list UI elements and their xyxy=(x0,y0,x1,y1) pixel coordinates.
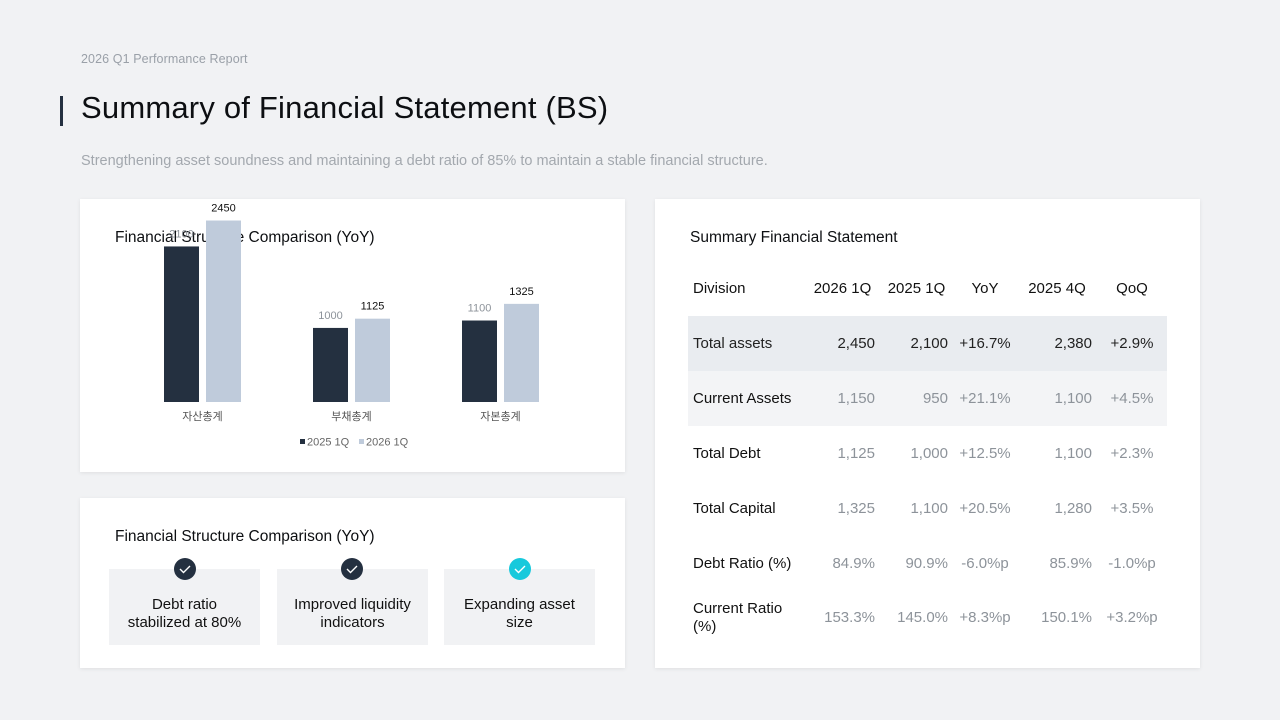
page-title: Summary of Financial Statement (BS) xyxy=(81,90,609,125)
row-label: Total Capital xyxy=(693,500,776,517)
cell-2026-1q: 2,450 xyxy=(805,316,880,371)
highlight-item-label: Expanding asset size xyxy=(464,596,575,631)
column-header: 2025 4Q xyxy=(1028,280,1086,297)
highlight-item: Improved liquidity indicators xyxy=(277,569,428,645)
title-accent-bar xyxy=(60,96,63,126)
table-row: Total Debt 1,125 1,000 +12.5% 1,100 +2.3… xyxy=(688,426,1167,481)
column-header: QoQ xyxy=(1116,280,1148,297)
chart-card-title: Financial Structure Comparison (YoY) xyxy=(115,229,375,246)
table-card-title: Summary Financial Statement xyxy=(690,229,898,246)
cell-yoy: +16.7% xyxy=(953,316,1017,371)
bar-value-label: 1100 xyxy=(468,303,492,315)
highlight-item: Debt ratio stabilized at 80% xyxy=(109,569,260,645)
cell-qoq: +2.9% xyxy=(1097,316,1167,371)
check-icon xyxy=(341,558,363,580)
legend-label: 2025 1Q xyxy=(307,437,350,449)
cell-2025-4q: 1,280 xyxy=(1054,500,1092,517)
table-row: Total assets 2,450 2,100 +16.7% 2,380 +2… xyxy=(688,316,1167,371)
bar-value-label: 2100 xyxy=(169,228,193,240)
row-label: Total Debt xyxy=(693,445,761,462)
column-header: 2026 1Q xyxy=(813,280,872,297)
bar xyxy=(164,246,199,402)
bar xyxy=(504,303,539,402)
cell-2025-1q: 90.9% xyxy=(905,555,948,572)
legend-swatch xyxy=(359,439,364,444)
cell-2025-4q: 1,100 xyxy=(1054,445,1092,462)
cell-yoy: -6.0%p xyxy=(961,555,1009,572)
bar xyxy=(355,318,390,402)
highlights-card: Financial Structure Comparison (YoY) Deb… xyxy=(80,498,625,668)
category-label: 자산총계 xyxy=(182,410,222,423)
bar-value-label: 1325 xyxy=(509,286,533,298)
check-icon xyxy=(174,558,196,580)
cell-2025-4q: 85.9% xyxy=(1049,555,1092,572)
cell-2025-1q: 1,100 xyxy=(910,500,948,517)
row-label: Total assets xyxy=(688,316,805,371)
cell-yoy: +8.3%p xyxy=(959,609,1011,626)
category-label: 부채총계 xyxy=(331,410,371,423)
bar xyxy=(313,327,348,402)
table-card: Summary Financial Statement Division 202… xyxy=(655,199,1200,668)
chart-card: Financial Structure Comparison (YoY) 210… xyxy=(80,199,625,472)
cell-2025-4q: 2,380 xyxy=(1017,316,1097,371)
highlight-item: Expanding asset size xyxy=(444,569,595,645)
cell-2025-1q: 950 xyxy=(880,371,953,426)
row-label: Debt Ratio (%) xyxy=(693,555,792,572)
cell-2025-4q: 1,100 xyxy=(1017,371,1097,426)
category-label: 자본총계 xyxy=(480,410,520,423)
bar-value-label: 1000 xyxy=(318,310,342,322)
column-header: Division xyxy=(693,280,746,297)
cell-2025-1q: 145.0% xyxy=(897,609,948,626)
cell-2026-1q: 1,125 xyxy=(837,445,875,462)
table-row: Debt Ratio (%) 84.9% 90.9% -6.0%p 85.9% … xyxy=(688,536,1167,591)
legend-swatch xyxy=(300,439,305,444)
highlights-card-title: Financial Structure Comparison (YoY) xyxy=(115,528,375,545)
row-label: Current Assets xyxy=(688,371,805,426)
bar-value-label: 1125 xyxy=(361,301,385,313)
table-row: Total Capital 1,325 1,100 +20.5% 1,280 +… xyxy=(688,481,1167,536)
table-row: Current Assets 1,150 950 +21.1% 1,100 +4… xyxy=(688,371,1167,426)
column-header: 2025 1Q xyxy=(887,280,946,297)
legend-label: 2026 1Q xyxy=(366,437,409,449)
cell-qoq: -1.0%p xyxy=(1108,555,1156,572)
cell-qoq: +4.5% xyxy=(1097,371,1167,426)
column-header: YoY xyxy=(971,280,999,297)
cell-yoy: +20.5% xyxy=(959,500,1011,517)
cell-2025-4q: 150.1% xyxy=(1041,609,1092,626)
cell-qoq: +3.2%p xyxy=(1106,609,1158,626)
bar xyxy=(462,320,497,402)
table-header-row: Division 2026 1Q 2025 1Q YoY 2025 4Q QoQ xyxy=(688,261,1167,316)
bar xyxy=(206,220,241,402)
cell-2025-1q: 2,100 xyxy=(880,316,953,371)
cell-2026-1q: 1,325 xyxy=(837,500,875,517)
cell-2026-1q: 84.9% xyxy=(832,555,875,572)
highlight-item-label: Improved liquidity indicators xyxy=(294,596,411,631)
cell-2025-1q: 1,000 xyxy=(910,445,948,462)
bar-chart: 2100 2450 자산총계 1000 1125 부채총계 1100 1325 자본총계 2025… xyxy=(164,203,539,449)
page-subtitle: Strengthening asset soundness and mainta… xyxy=(81,153,768,169)
cell-qoq: +2.3% xyxy=(1110,445,1154,462)
row-label: Current Ratio (%) xyxy=(693,600,783,635)
cell-qoq: +3.5% xyxy=(1110,500,1154,517)
table-row: Current Ratio (%) 153.3% 145.0% +8.3%p 1… xyxy=(688,591,1167,645)
cell-2026-1q: 1,150 xyxy=(805,371,880,426)
highlight-item-label: Debt ratio stabilized at 80% xyxy=(127,596,242,631)
cell-2026-1q: 153.3% xyxy=(824,609,875,626)
cell-yoy: +12.5% xyxy=(959,445,1011,462)
report-eyebrow: 2026 Q1 Performance Report xyxy=(81,52,248,66)
cell-yoy: +21.1% xyxy=(953,371,1017,426)
check-icon xyxy=(509,558,531,580)
bar-value-label: 2450 xyxy=(211,203,235,215)
financial-table: Division 2026 1Q 2025 1Q YoY 2025 4Q QoQ… xyxy=(688,261,1167,645)
